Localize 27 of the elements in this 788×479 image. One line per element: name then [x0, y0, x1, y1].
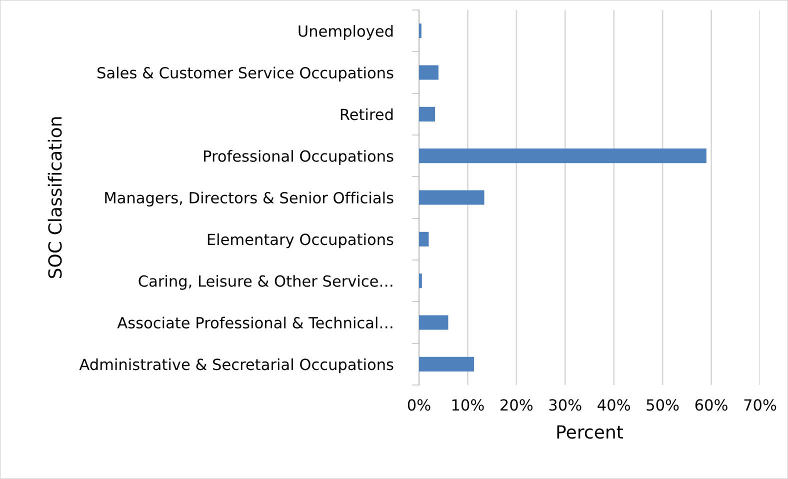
y-tick-label: Administrative & Secretarial Occupations	[79, 358, 394, 374]
bar	[419, 148, 706, 164]
x-tick-label: 0%	[408, 399, 430, 411]
y-tick-label: Elementary Occupations	[208, 233, 394, 248]
y-tick-label: Unemployed	[298, 25, 393, 40]
y-tick-label: Sales & Customer Service Occupations	[98, 66, 394, 82]
y-tick-label: Retired	[340, 108, 393, 120]
x-tick-label: 30%	[549, 399, 582, 411]
bar	[419, 232, 429, 246]
y-tick-label: Caring, Leisure & Other Service…	[138, 275, 392, 290]
x-tick-label: 50%	[646, 399, 679, 411]
x-axis-title: Percent	[557, 425, 624, 439]
y-axis-title: SOC Classification	[48, 117, 62, 278]
bar	[419, 65, 438, 80]
bar	[419, 356, 474, 372]
x-tick-label: 10%	[452, 399, 484, 411]
x-tick-label: 40%	[598, 399, 630, 411]
bar	[419, 315, 448, 330]
x-tick-label: 20%	[500, 399, 533, 411]
bar	[419, 106, 436, 122]
y-tick-label: Professional Occupations	[204, 150, 394, 165]
y-tick-label: Managers, Directors & Senior Officials	[105, 192, 394, 206]
x-tick-label: 70%	[744, 399, 776, 411]
bar	[419, 190, 484, 205]
x-tick-label: 60%	[695, 399, 728, 411]
bar	[419, 274, 422, 288]
y-tick-label: Associate Professional & Technical…	[117, 316, 392, 329]
